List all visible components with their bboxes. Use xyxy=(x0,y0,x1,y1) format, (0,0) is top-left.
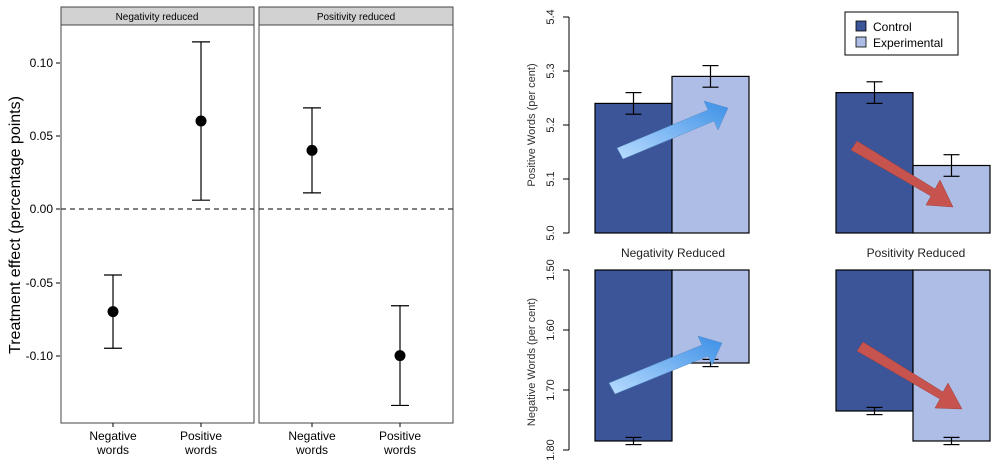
trend-arrows xyxy=(608,100,963,410)
left-y-axis-label: Treatment effect (percentage points) xyxy=(7,96,24,354)
left-chart: Treatment effect (percentage points) 0.1… xyxy=(7,6,454,457)
strip-label: Negativity reduced xyxy=(116,12,199,23)
y-tick-label: 5.2 xyxy=(545,117,557,132)
y-tick-label: -0.05 xyxy=(26,276,54,290)
legend-box xyxy=(844,11,959,56)
legend-label-control: Control xyxy=(873,20,912,34)
panel-frame xyxy=(60,24,255,424)
y-tick-label: 1.70 xyxy=(545,379,557,400)
data-point xyxy=(195,115,207,127)
legend: Control Experimental xyxy=(844,11,959,56)
bar-experimental xyxy=(671,75,750,234)
y-tick-label: 0.05 xyxy=(30,129,54,143)
data-point xyxy=(394,350,406,362)
y-tick-label: -0.10 xyxy=(26,349,54,363)
bar-control xyxy=(835,269,914,412)
y-tick-label: 5.3 xyxy=(545,63,557,78)
y-tick-label: 5.0 xyxy=(545,225,557,240)
legend-label-experimental: Experimental xyxy=(873,36,943,50)
y-tick-label: 5.4 xyxy=(545,9,557,24)
y-tick-label: 1.80 xyxy=(545,439,557,460)
x-tick-label: words xyxy=(383,443,416,457)
panel-points xyxy=(61,41,254,349)
data-point xyxy=(306,144,318,156)
bottom-y-axis: 1.50 1.60 1.70 1.80 Negative Words (per … xyxy=(526,259,570,460)
x-tick-label: Positive xyxy=(379,429,421,443)
strip-label: Positivity reduced xyxy=(317,12,395,23)
bar-control xyxy=(594,102,673,234)
top-bars xyxy=(594,64,991,234)
right-chart: 5.4 5.3 5.2 5.1 5.0 Positive Words (per … xyxy=(526,9,991,460)
panel-frame xyxy=(258,24,454,424)
facet-negativity-reduced: Negativity reduced Negative words Positi… xyxy=(60,6,255,457)
facet-positivity-reduced: Positivity reduced Negative words Positi… xyxy=(258,6,454,457)
blue-up-arrow-icon xyxy=(608,335,723,395)
left-y-axis: 0.10 0.05 0.00 -0.05 -0.10 xyxy=(26,56,60,363)
bar-control xyxy=(594,269,673,442)
legend-swatch-experimental xyxy=(855,36,867,48)
bottom-bars xyxy=(594,269,991,446)
red-down-arrow-icon xyxy=(850,140,954,208)
group-label: Negativity Reduced xyxy=(621,246,725,260)
x-tick-label: Negative xyxy=(288,429,336,443)
panel-points xyxy=(259,107,453,407)
y-tick-label: 0.00 xyxy=(30,202,54,216)
red-down-arrow-icon xyxy=(856,341,963,410)
x-tick-label: words xyxy=(184,443,217,457)
y-tick-label: 5.1 xyxy=(545,171,557,186)
x-tick-label: words xyxy=(96,443,129,457)
legend-swatch-control xyxy=(855,20,867,32)
data-point xyxy=(107,306,119,318)
group-label: Positivity Reduced xyxy=(867,246,966,260)
x-tick-label: Negative xyxy=(89,429,137,443)
y-tick-label: 1.60 xyxy=(545,319,557,340)
y-tick-label: 1.50 xyxy=(545,259,557,280)
bar-control xyxy=(835,91,914,234)
top-y-axis-label: Positive Words (per cent) xyxy=(526,63,538,186)
bottom-y-axis-label: Negative Words (per cent) xyxy=(526,298,538,426)
blue-up-arrow-icon xyxy=(616,100,729,160)
x-tick-label: words xyxy=(295,443,328,457)
top-y-axis: 5.4 5.3 5.2 5.1 5.0 Positive Words (per … xyxy=(526,9,570,241)
x-tick-label: Positive xyxy=(180,429,222,443)
bar-experimental xyxy=(912,269,991,442)
y-tick-label: 0.10 xyxy=(30,56,54,70)
